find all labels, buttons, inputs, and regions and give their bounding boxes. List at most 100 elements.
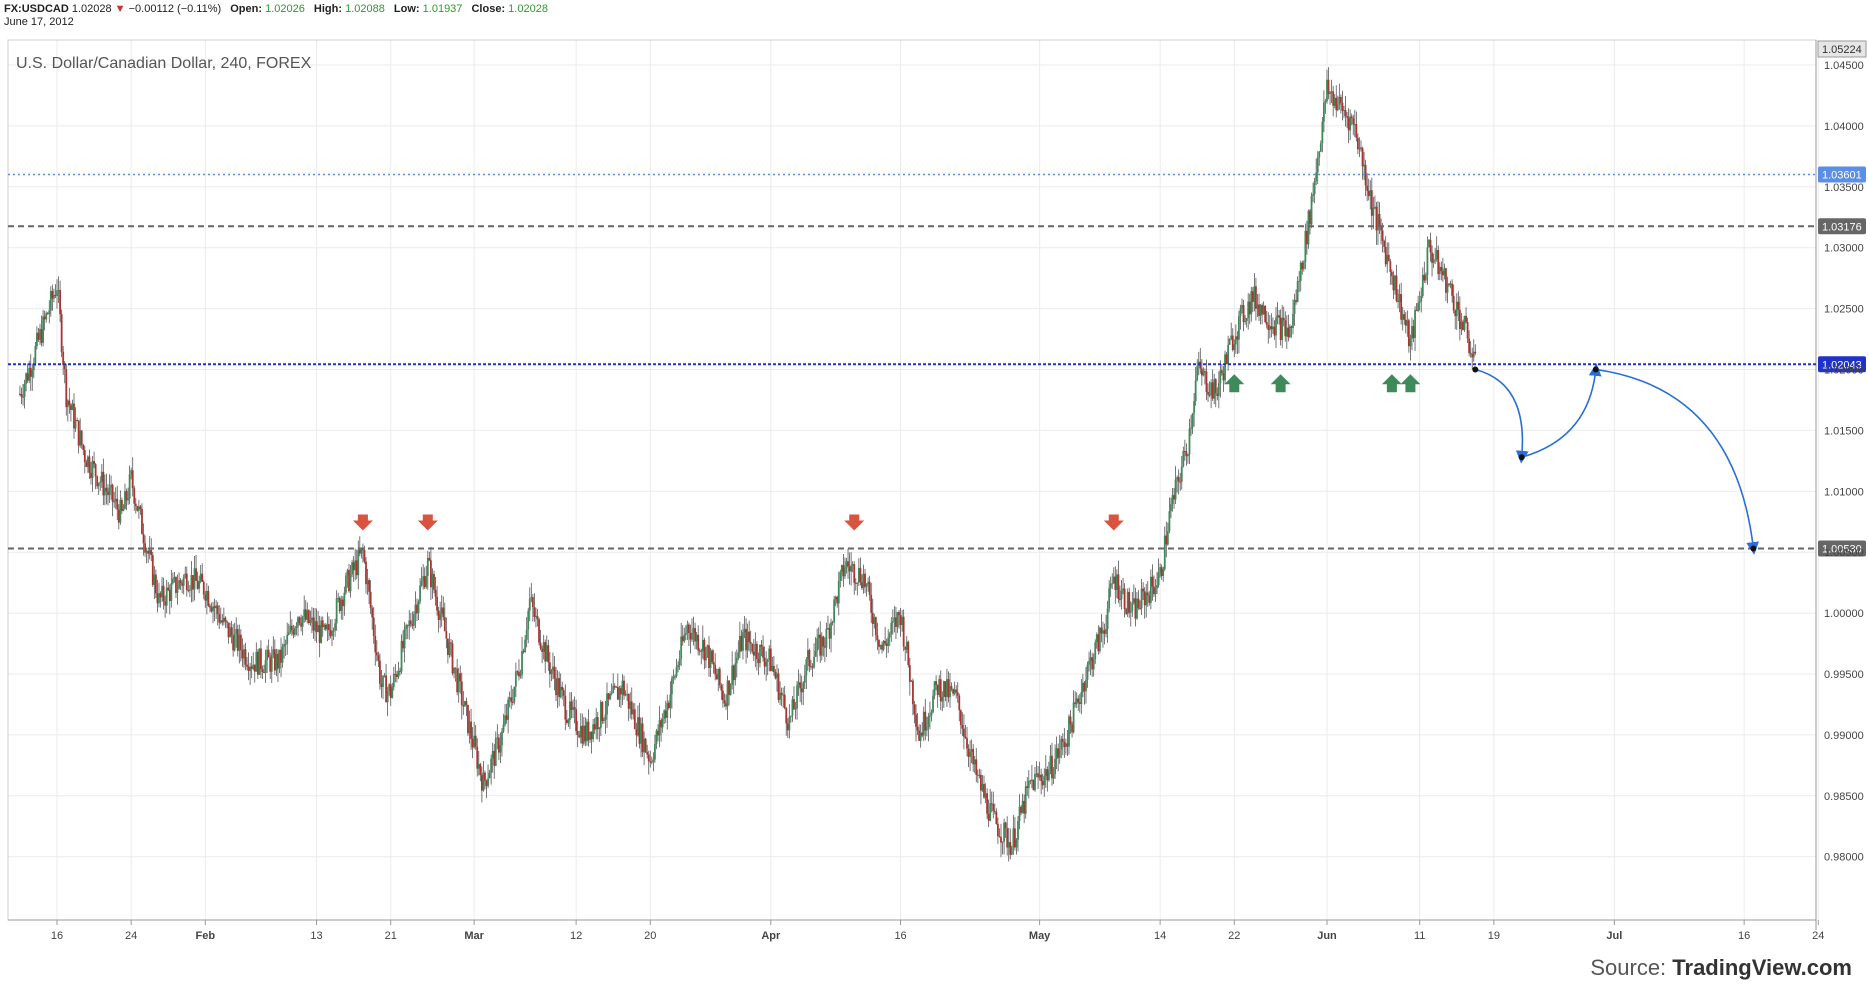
candle-body <box>116 498 119 510</box>
high-value: 1.02088 <box>345 3 385 15</box>
candle-body <box>907 641 910 666</box>
candle-body <box>459 673 462 682</box>
candle-body <box>1183 451 1186 453</box>
candle-body <box>297 617 299 627</box>
candle-body <box>658 720 661 736</box>
candle-body <box>1227 344 1230 365</box>
candle-body <box>315 621 318 633</box>
candle-body <box>669 694 672 709</box>
x-tick-label: Jun <box>1317 930 1337 942</box>
candle-body <box>1449 283 1452 285</box>
candle-body <box>1451 283 1454 296</box>
candle-body <box>683 634 686 642</box>
candle-body <box>621 680 624 695</box>
candle-body <box>87 456 89 468</box>
candle-body <box>1052 774 1055 779</box>
candle-body <box>505 715 508 720</box>
y-tick-label: 0.98000 <box>1824 852 1864 864</box>
candle-body <box>382 675 384 687</box>
candle-body <box>1261 305 1263 315</box>
candle-body <box>497 737 500 753</box>
candle-body <box>950 686 953 689</box>
candle-body <box>607 693 610 700</box>
x-tick-label: 22 <box>1228 930 1240 942</box>
candle-body <box>644 738 647 753</box>
candle-body <box>1014 828 1016 848</box>
candle-body <box>983 783 985 798</box>
candle-body <box>1455 301 1458 317</box>
candle-body <box>212 606 214 612</box>
candle-body <box>324 624 327 630</box>
candle-body <box>800 688 803 693</box>
up-arrow-icon <box>1224 374 1245 393</box>
candle-body <box>443 617 446 632</box>
candle-body <box>1370 190 1373 216</box>
candle-body <box>1009 842 1012 855</box>
candle-body <box>221 620 224 623</box>
candle-body <box>1360 147 1362 149</box>
candle-body <box>709 650 712 668</box>
candle-body <box>77 420 80 446</box>
candle-body <box>508 697 511 700</box>
candle-body <box>1276 315 1279 318</box>
candle-body <box>1472 351 1475 358</box>
x-tick-label: 11 <box>1414 930 1425 942</box>
candle-body <box>643 738 645 753</box>
candle-body <box>516 671 519 673</box>
candle-body <box>1474 351 1477 354</box>
level-label: 1.03601 <box>1822 169 1862 181</box>
candle-body <box>176 588 179 593</box>
candle-body <box>1312 193 1314 196</box>
candle-body <box>74 420 77 429</box>
candle-body <box>1006 828 1009 848</box>
candle-body <box>613 685 616 688</box>
candle-body <box>1421 274 1424 296</box>
candle-body <box>278 649 281 669</box>
y-tick-label: 1.04500 <box>1824 60 1864 72</box>
candle-body <box>1080 692 1083 704</box>
candle-body <box>666 702 669 718</box>
candle-body <box>694 628 696 642</box>
candle-body <box>1163 535 1166 570</box>
candle-body <box>820 636 823 656</box>
candle-body <box>374 635 377 653</box>
candle-body <box>887 637 890 647</box>
candle-body <box>874 617 877 636</box>
candle-body <box>1149 576 1152 603</box>
candle-body <box>409 620 412 625</box>
candle-body <box>675 667 678 677</box>
candle-body <box>842 565 845 577</box>
candle-body <box>1106 608 1109 630</box>
candle-body <box>68 400 71 406</box>
candle-body <box>1299 262 1302 281</box>
candle-body <box>987 813 990 821</box>
candle-body <box>850 565 853 572</box>
y-tick-label: 1.00000 <box>1824 608 1864 620</box>
candle-body <box>386 691 389 703</box>
x-tick-label: 19 <box>1488 930 1500 942</box>
candle-body <box>1384 246 1387 265</box>
source-credit: Source: TradingView.com <box>1590 955 1852 981</box>
candle-body <box>919 732 922 741</box>
candle-body <box>148 549 151 554</box>
candle-body <box>966 738 968 749</box>
candle-body <box>173 576 176 579</box>
candle-body <box>113 501 116 503</box>
candle-body <box>1176 477 1179 480</box>
candle-body <box>783 694 786 708</box>
candle-body <box>1366 185 1369 191</box>
chart-grid <box>8 40 1819 920</box>
candle-body <box>1132 598 1135 603</box>
candle-body <box>108 487 111 496</box>
candle-body <box>1302 262 1305 270</box>
candle-body <box>1055 748 1058 760</box>
candle-body <box>241 649 244 659</box>
candle-body <box>806 650 809 660</box>
candle-body <box>989 803 992 821</box>
candle-body <box>1363 164 1365 167</box>
candle-body <box>525 629 528 640</box>
candle-body <box>53 295 55 299</box>
candle-body <box>1306 230 1308 245</box>
candle-body <box>1122 588 1124 591</box>
